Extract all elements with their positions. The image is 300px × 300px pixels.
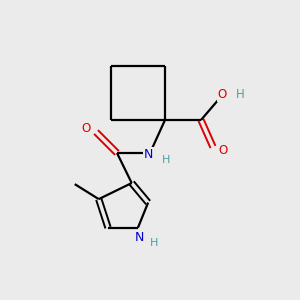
Text: H: H: [162, 154, 171, 165]
Text: N: N: [144, 148, 153, 161]
Text: O: O: [82, 122, 91, 135]
Text: N: N: [135, 231, 144, 244]
Text: O: O: [219, 143, 228, 157]
Text: H: H: [150, 238, 159, 248]
Text: O: O: [218, 88, 226, 101]
Text: H: H: [236, 88, 244, 101]
